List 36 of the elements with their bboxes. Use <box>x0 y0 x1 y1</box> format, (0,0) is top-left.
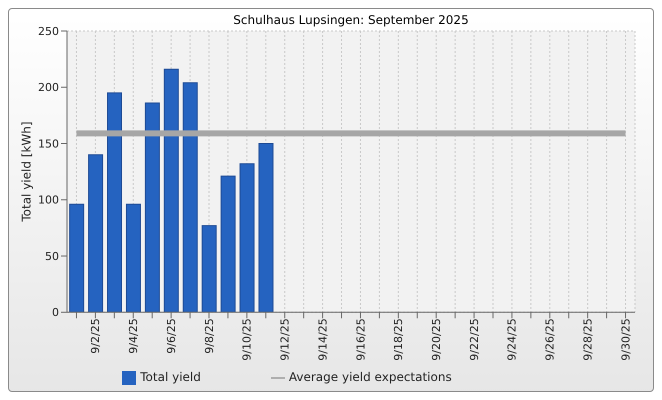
bar <box>69 204 84 312</box>
chart-title: Schulhaus Lupsingen: September 2025 <box>233 13 469 27</box>
legend-label: Average yield expectations <box>288 370 452 384</box>
bar <box>240 163 255 312</box>
y-tick-label: 150 <box>38 137 59 150</box>
bar <box>182 82 198 312</box>
x-tick-label: 9/10/25 <box>240 318 254 361</box>
bar <box>144 102 160 312</box>
bar <box>107 92 122 312</box>
x-tick-label: 9/22/25 <box>468 318 481 361</box>
x-tick-label: 9/24/25 <box>506 318 519 361</box>
y-tick-label: 200 <box>38 81 59 94</box>
x-tick-label: 9/6/25 <box>164 318 178 354</box>
x-tick-label: 9/20/25 <box>430 318 444 361</box>
x-tick-label: 9/26/25 <box>544 318 557 361</box>
x-tick-label: 9/12/25 <box>278 318 292 361</box>
x-tick-label: 9/14/25 <box>316 318 330 361</box>
y-axis-title: Total yield [kWh] <box>19 121 34 223</box>
x-tick-label: 9/18/25 <box>392 318 406 361</box>
x-tick-label: 9/16/25 <box>354 318 368 361</box>
x-tick-label: 9/2/25 <box>89 318 102 354</box>
x-tick-label: 9/4/25 <box>127 318 140 354</box>
x-tick-label: 9/8/25 <box>202 318 216 354</box>
x-tick-label: 9/30/25 <box>619 318 632 361</box>
bar <box>126 204 141 312</box>
y-tick-label: 0 <box>52 306 59 320</box>
y-tick-label: 100 <box>38 194 59 207</box>
x-tick-label: 9/28/25 <box>581 318 594 361</box>
bar <box>164 68 179 312</box>
legend-label: Total yield <box>140 370 201 384</box>
bar <box>220 176 236 312</box>
bar <box>202 225 217 312</box>
y-tick-label: 50 <box>45 250 59 263</box>
y-tick-label: 250 <box>38 24 59 38</box>
bar <box>88 154 104 312</box>
bar <box>258 143 274 312</box>
